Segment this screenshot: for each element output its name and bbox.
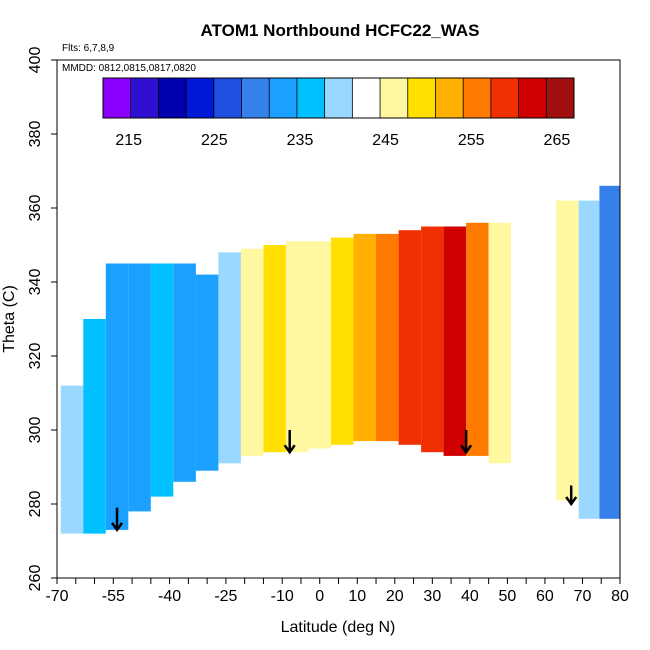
- y-tick-label: 320: [27, 343, 44, 370]
- heatmap-column: [286, 241, 309, 453]
- heatmap-column: [195, 274, 219, 471]
- x-tick-label: 50: [499, 588, 517, 605]
- colorbar-tick-label: 215: [115, 132, 142, 149]
- heatmap-column: [83, 319, 106, 534]
- colorbar-frame: [102, 77, 575, 119]
- y-tick-label: 400: [27, 47, 44, 74]
- colorbar-segment: [130, 78, 159, 118]
- colorbar-segment: [380, 78, 409, 118]
- heatmap-column: [150, 263, 174, 497]
- heatmap-column: [466, 222, 489, 456]
- heatmap-column: [128, 263, 151, 512]
- chart-title: ATOM1 Northbound HCFC22_WAS: [201, 21, 480, 40]
- colorbar-tick-label: 265: [544, 132, 571, 149]
- heatmap-column: [421, 226, 444, 453]
- colorbar-segment: [324, 78, 353, 118]
- heatmap-column: [240, 248, 264, 456]
- colorbar-segment: [463, 78, 492, 118]
- x-tick-label: 0: [315, 588, 324, 605]
- colorbar-tick-label: 225: [201, 132, 228, 149]
- y-tick-label: 300: [27, 417, 44, 444]
- colorbar-segment: [213, 78, 243, 118]
- colorbar-segment: [546, 78, 575, 118]
- heatmap-column: [263, 245, 286, 453]
- heatmap-column: [308, 241, 331, 449]
- colorbar-segment: [352, 78, 381, 118]
- colorbar-segment: [518, 78, 547, 118]
- x-tick-label: 60: [536, 588, 554, 605]
- x-tick-label: -55: [102, 588, 125, 605]
- x-tick-label: 10: [348, 588, 366, 605]
- flights-annotation: Flts: 6,7,8,9: [62, 43, 115, 54]
- heatmap-column: [599, 185, 620, 519]
- heatmap-column: [398, 230, 422, 445]
- x-axis: -70 -55 -40 -25 -10 0 10 20 30 40 50 60 70 80: [45, 578, 629, 605]
- x-axis-label: Latitude (deg N): [281, 619, 396, 636]
- y-tick-label: 280: [27, 491, 44, 518]
- heatmap-column: [60, 385, 84, 534]
- colorbar-ticks: 215 225 235 245 255 265: [115, 132, 570, 149]
- heatmap-column: [173, 263, 196, 482]
- heatmap-column: [105, 263, 129, 530]
- y-tick-label: 380: [27, 121, 44, 148]
- heatmap-column: [331, 237, 354, 445]
- x-tick-label: -70: [45, 588, 68, 605]
- y-axis-label: Theta (C): [1, 285, 18, 353]
- heatmap-column: [443, 226, 467, 456]
- colorbar-tick-label: 235: [287, 132, 314, 149]
- x-tick-label: -40: [158, 588, 181, 605]
- colorbar-segment: [296, 78, 326, 118]
- colorbar-segment: [435, 78, 464, 118]
- arrow-head: [460, 444, 473, 455]
- y-axis: 260 280 300 320 340 360 380 400: [27, 47, 57, 592]
- x-tick-label: 70: [574, 588, 592, 605]
- colorbar-segment: [186, 78, 215, 118]
- colorbar-segment: [241, 78, 270, 118]
- y-tick-label: 260: [27, 565, 44, 592]
- heatmap-column: [578, 200, 600, 519]
- x-tick-label: 30: [423, 588, 441, 605]
- dates-annotation: MMDD: 0812,0815,0817,0820: [62, 63, 196, 74]
- colorbar-segment: [490, 78, 520, 118]
- arrow-markers: [111, 430, 578, 533]
- arrow-head: [111, 522, 124, 533]
- arrow-head: [565, 496, 578, 507]
- heatmap-column: [511, 219, 534, 475]
- heatmap-column: [376, 233, 399, 442]
- colorbar-segment: [269, 78, 298, 118]
- x-tick-label: 40: [461, 588, 479, 605]
- colorbar-segment: [103, 78, 132, 118]
- heatmap-column: [353, 233, 376, 442]
- arrow-head: [283, 444, 296, 455]
- heatmap-column: [556, 200, 579, 501]
- colorbar-tick-label: 255: [458, 132, 485, 149]
- colorbar: [102, 77, 575, 119]
- x-tick-label: -25: [214, 588, 237, 605]
- x-tick-label: 20: [386, 588, 404, 605]
- colorbar-tick-label: 245: [372, 132, 399, 149]
- heatmap-field: [60, 185, 620, 534]
- colorbar-segment: [407, 78, 436, 118]
- y-tick-label: 340: [27, 269, 44, 296]
- y-tick-label: 360: [27, 195, 44, 222]
- heatmap-column: [488, 222, 512, 464]
- x-tick-label: -10: [271, 588, 294, 605]
- heatmap-column: [218, 252, 241, 464]
- colorbar-segment: [158, 78, 187, 118]
- x-tick-label: 80: [611, 588, 629, 605]
- heatmap-column: [533, 215, 557, 486]
